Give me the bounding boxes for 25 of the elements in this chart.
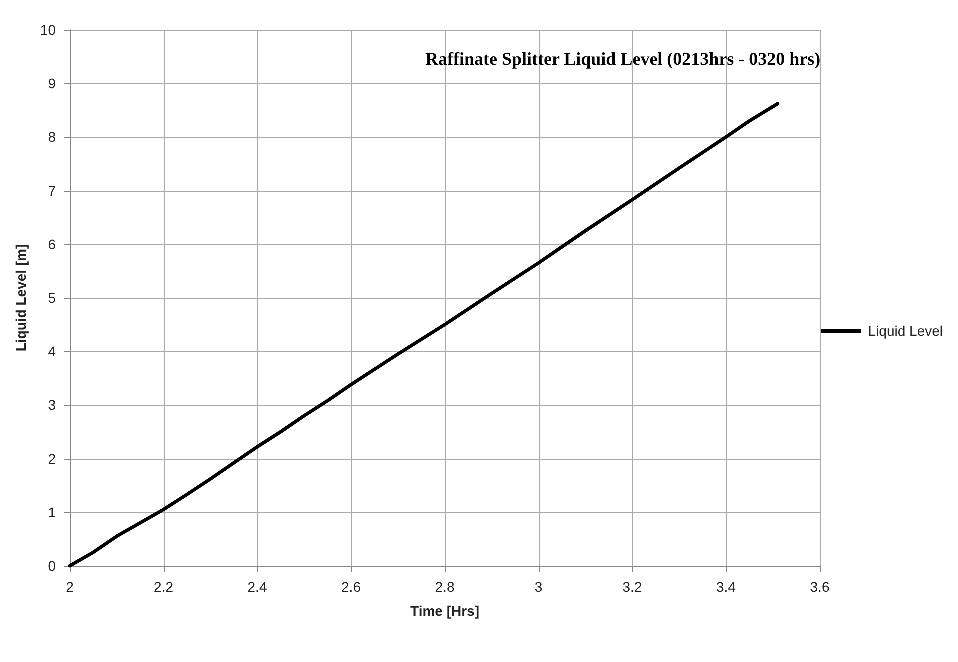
y-tick-label: 10 [40, 22, 56, 38]
y-tick-label: 1 [48, 504, 56, 520]
x-tick-label: 3.6 [810, 579, 830, 595]
x-axis-title: Time [Hrs] [410, 603, 480, 619]
x-tick-label: 3 [534, 579, 543, 595]
y-tick-label: 4 [48, 344, 56, 360]
y-tick-label: 5 [48, 290, 56, 306]
x-tick-label: 2 [66, 579, 74, 595]
x-tick-label: 3.4 [716, 579, 736, 595]
y-tick-label: 7 [48, 182, 56, 199]
x-tick-label: 2.2 [154, 579, 174, 595]
x-tick-label: 2.6 [342, 579, 362, 595]
x-tick-label: 3.2 [622, 579, 642, 595]
text: Raffinate Splitter Liquid Level (0213hrs - 0320 hrs) [426, 49, 821, 69]
y-tick-label: 3 [48, 397, 56, 414]
y-tick-label: 8 [48, 129, 56, 146]
y-axis-title: Liquid Level [m] [13, 244, 29, 352]
legend-label: Liquid Level [868, 323, 944, 339]
line-series [68, 102, 780, 568]
y-tick-label: 6 [48, 236, 56, 252]
y-tick-label: 9 [48, 76, 56, 92]
x-tick-label: 2.4 [248, 579, 268, 595]
y-tick-label: 2 [48, 450, 56, 467]
x-tick-label: 2.8 [435, 579, 455, 595]
y-tick-label: 0 [48, 558, 56, 574]
